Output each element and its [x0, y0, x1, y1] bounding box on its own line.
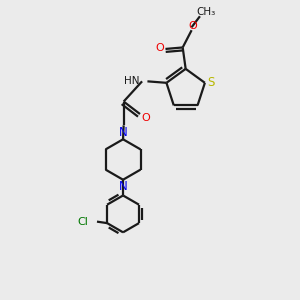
Text: Cl: Cl — [77, 217, 88, 226]
Text: N: N — [119, 180, 128, 193]
Text: N: N — [119, 126, 128, 139]
Text: O: O — [156, 44, 164, 53]
Text: O: O — [141, 112, 150, 123]
Text: O: O — [188, 21, 197, 31]
Text: S: S — [208, 76, 215, 89]
Text: CH₃: CH₃ — [197, 8, 216, 17]
Text: HN: HN — [124, 76, 140, 86]
